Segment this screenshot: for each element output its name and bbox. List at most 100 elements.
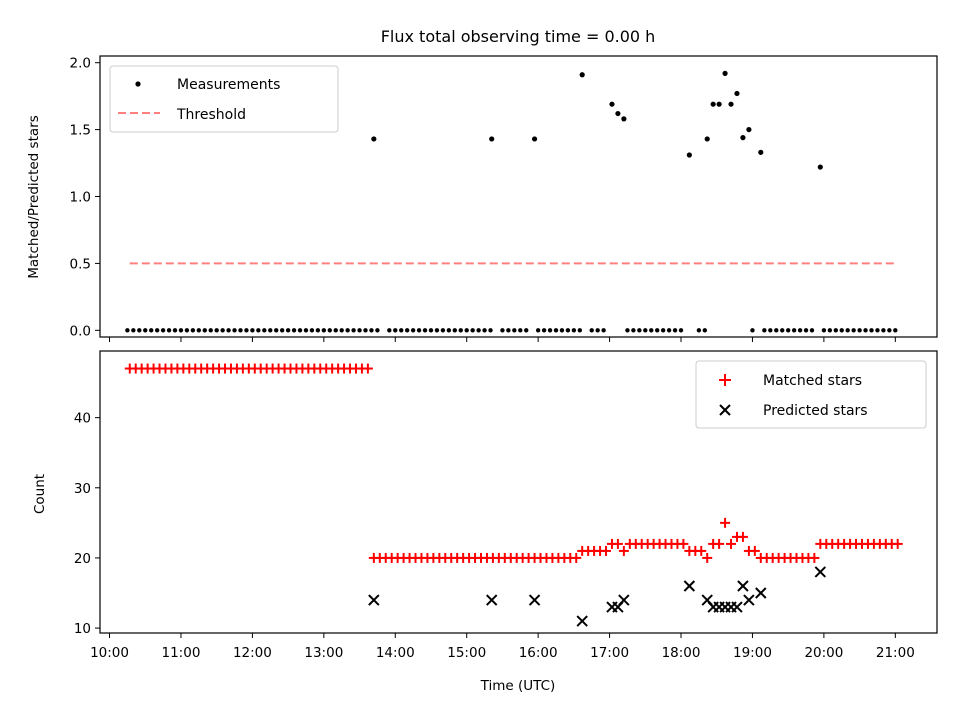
top-panel: 0.00.51.01.52.0 Matched/Predicted stars … [26,55,938,342]
measurement-point [387,328,392,333]
measurement-point [774,328,779,333]
measurement-point [686,152,692,158]
measurement-point [410,328,416,333]
measurement-point [531,136,538,142]
matched-star-point [702,552,713,563]
matched-star-point [720,517,731,528]
measurement-point [422,328,428,333]
measurement-point [535,328,541,333]
measurement-point [500,328,505,333]
measurement-point [363,328,368,333]
matched-star-point [696,545,707,556]
measurement-point [489,136,495,142]
measurement-point [541,328,547,333]
measurement-point [440,328,446,333]
measurement-point [577,328,583,333]
matched-star-point [601,545,612,556]
measurement-point [704,136,710,142]
measurement-point [821,328,827,333]
bottom-y-axis: 10 20 30 40 [74,411,100,637]
measurement-point [315,328,321,333]
measurement-point [833,328,838,333]
bottom-plot-frame [99,350,938,634]
measurement-point [470,328,475,333]
measurement-point [565,328,571,333]
measurement-point [589,328,594,333]
measurement-point [649,328,654,333]
measurement-point [434,328,440,333]
bottom-y-tick-label: 40 [74,411,91,427]
matched-star-point [362,363,373,374]
measurement-point [595,328,600,333]
matched-star-point [892,538,903,549]
measurement-point [143,328,148,333]
bottom-x-tick-label: 21:00 [876,645,915,661]
measurement-point [160,328,166,333]
bottom-x-tick-label: 11:00 [162,645,201,661]
measurement-point [893,328,898,333]
measurement-point [791,328,797,333]
predicted-star-point [755,587,767,599]
matched-star-point [737,531,748,542]
measurement-point [351,328,356,333]
measurement-point [404,328,410,333]
measurement-point [696,328,702,333]
measurement-point [416,328,422,333]
measurement-point [740,135,746,141]
measurement-point [809,328,815,333]
measurement-point [297,328,303,333]
predicted-star-point [683,580,696,592]
measurement-point [643,328,648,333]
measurement-point [345,328,350,333]
measurement-point [625,328,630,333]
legend-measurements-label: Measurements [177,77,280,93]
measurement-point [768,328,773,333]
measurement-point [476,328,481,333]
measurement-point [750,328,755,333]
chart-title: Flux total observing time = 0.00 h [381,27,656,46]
measurement-point [375,328,380,333]
bottom-y-tick-label: 10 [74,621,91,637]
bottom-x-tick-label: 13:00 [304,645,343,661]
measurement-point [488,328,493,333]
top-legend: Measurements Threshold [109,65,339,133]
measurement-point [208,328,213,333]
top-legend-frame [109,65,339,133]
measurement-point [851,328,856,333]
bottom-legend: Matched stars Predicted stars [695,360,927,429]
bottom-legend-frame [695,360,927,429]
matched-star-point [809,552,820,563]
measurement-point [710,101,716,107]
top-y-tick-label: 0.5 [70,256,91,272]
measurement-point [553,328,559,333]
measurement-point [881,328,886,333]
bottom-y-tick-label: 30 [74,481,91,497]
matched-star-point [571,552,582,563]
measurement-point [780,328,785,333]
legend-matched-label: Matched stars [763,373,862,389]
bottom-y-axis-label: Count [32,474,48,514]
measurement-point [609,101,615,107]
measurement-point [428,328,434,333]
matched-star-point [678,538,689,549]
bottom-x-tick-label: 19:00 [733,645,772,661]
measurement-point [716,101,722,107]
matched-star-point [726,538,737,549]
measurement-point [303,328,309,333]
measurement-point [393,328,398,333]
measurement-point [857,328,862,333]
measurement-point [845,328,850,333]
bottom-x-tick-label: 18:00 [662,645,701,661]
measurement-point [172,328,178,333]
predicted-star-point [618,594,630,606]
measurement-point [817,164,823,170]
measurement-point [154,328,160,333]
measurement-point [279,328,285,333]
bottom-x-tick-label: 10:00 [90,645,129,661]
top-y-tick-label: 1.0 [70,190,91,206]
measurement-point [615,110,621,117]
bottom-x-axis: 10:00 11:00 12:00 13:00 14:00 15:00 16:00 17:00… [90,633,915,661]
measurement-point [601,328,606,333]
measurement-point [452,328,458,333]
